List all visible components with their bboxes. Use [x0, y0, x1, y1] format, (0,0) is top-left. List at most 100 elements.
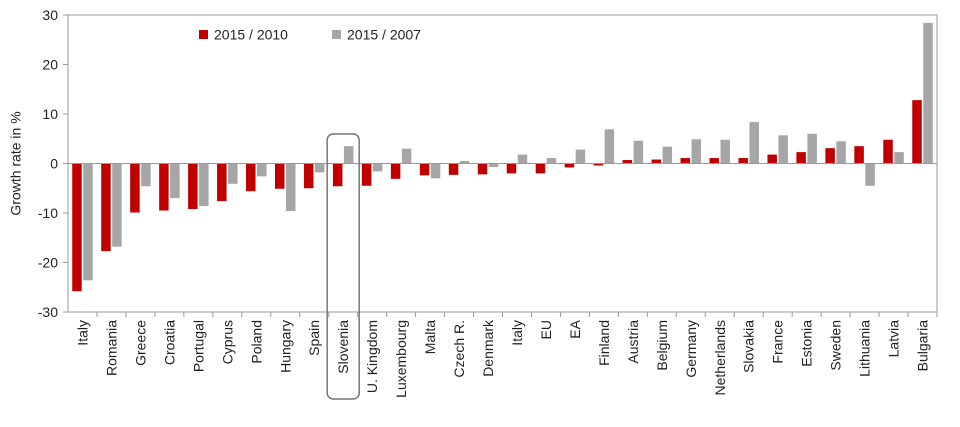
y-axis-title: Growth rate in % [8, 111, 24, 215]
y-tick-label: -30 [38, 304, 58, 320]
bar-series2 [836, 141, 846, 164]
x-category-label: Bulgaria [915, 320, 931, 372]
bar-series2 [720, 139, 730, 164]
bar-series2 [546, 158, 557, 164]
bar-series1 [159, 163, 169, 211]
x-category-label: Poland [248, 320, 264, 364]
bar-series2 [894, 152, 904, 164]
x-category-label: Estonia [799, 320, 815, 367]
bars-group [72, 22, 933, 292]
x-category-label: Spain [306, 320, 322, 356]
x-category-label: Germany [683, 320, 699, 378]
x-category-label: Sweden [828, 320, 844, 371]
x-category-label: Greece [132, 320, 148, 366]
x-category-label: Slovakia [741, 320, 757, 373]
y-tick-label: -10 [38, 205, 58, 221]
x-category-label: Italy [509, 320, 525, 346]
bar-series1 [361, 163, 372, 186]
x-category-label: Lithuania [857, 320, 873, 377]
y-tick-label: 10 [42, 106, 58, 122]
bar-series1 [130, 163, 140, 213]
bar-series2 [517, 154, 528, 164]
bar-series2 [314, 163, 325, 173]
x-axis-labels: Italy Romania Greece Croatia Portugal Cyprus P… [74, 312, 938, 398]
bar-series2 [401, 148, 412, 164]
bar-series1 [651, 159, 662, 164]
x-category-label: Luxembourg [393, 320, 409, 398]
bar-series1 [564, 163, 575, 168]
legend-label: 2015 / 2010 [214, 27, 288, 43]
bar-series2 [807, 133, 817, 164]
bar-series2 [749, 121, 759, 164]
bar-series2 [257, 163, 267, 177]
bar-series2 [459, 161, 470, 164]
bar-series1 [912, 100, 922, 164]
x-category-label: Italy [74, 320, 90, 346]
bar-series2 [691, 139, 702, 164]
bar-series1 [477, 163, 488, 175]
bar-series2 [633, 140, 644, 164]
bar-series2 [604, 129, 615, 164]
y-tick-label: -20 [38, 255, 58, 271]
bar-series1 [680, 158, 691, 164]
bar-series1 [506, 163, 517, 174]
bar-series2 [83, 163, 93, 281]
x-category-label: EU [538, 320, 554, 339]
bar-series1 [275, 163, 285, 189]
bar-series1 [332, 163, 343, 187]
x-category-label: Latvia [886, 320, 902, 358]
x-category-label: Belgium [654, 320, 670, 371]
x-category-label: Netherlands [712, 320, 728, 396]
bar-series2 [778, 135, 788, 164]
x-category-label: Austria [625, 320, 641, 364]
bar-series2 [430, 163, 441, 179]
bar-series1 [390, 163, 401, 179]
x-category-label: U. Kingdom [364, 320, 380, 393]
bar-series1 [246, 163, 256, 192]
bar-series1 [767, 154, 777, 164]
x-category-label: Romania [103, 320, 119, 376]
bar-series1 [622, 160, 633, 164]
slovenia-highlight-box [326, 133, 360, 400]
bar-series1 [883, 139, 893, 164]
legend: 2015 / 2010 2015 / 2007 [199, 27, 421, 43]
x-category-label: Malta [422, 320, 438, 354]
x-category-label: EA [567, 319, 583, 338]
bar-series1 [101, 163, 111, 252]
bar-series2 [141, 163, 151, 187]
bar-series2 [286, 163, 296, 212]
bar-series2 [575, 149, 586, 164]
bar-series1 [738, 158, 748, 164]
y-tick-label: 20 [42, 57, 58, 73]
x-category-label: Portugal [190, 320, 206, 372]
bar-series2 [865, 163, 875, 186]
bar-series1 [72, 163, 82, 292]
legend-swatch [199, 30, 208, 39]
y-tick-label: 30 [42, 7, 58, 23]
bar-series2 [343, 146, 354, 164]
bar-series2 [372, 163, 383, 172]
bar-series1 [709, 158, 719, 164]
bar-series2 [170, 163, 180, 199]
y-axis-ticks: -30 -20 -10 0 10 20 30 [38, 7, 68, 320]
x-category-label: Cyprus [219, 320, 235, 364]
bar-series2 [662, 146, 673, 164]
bar-series1 [448, 163, 459, 175]
bar-series1 [535, 163, 546, 174]
bar-series2 [112, 163, 122, 247]
x-category-label: Hungary [277, 320, 293, 373]
x-category-label: Croatia [161, 320, 177, 365]
bar-series1 [854, 146, 864, 164]
bar-series1 [419, 163, 430, 176]
bar-series1 [593, 163, 604, 166]
bar-series1 [303, 163, 314, 189]
legend-swatch [332, 30, 341, 39]
x-category-label: Denmark [480, 319, 496, 377]
bar-series2 [228, 163, 238, 184]
bar-series2 [199, 163, 209, 207]
y-tick-label: 0 [50, 156, 58, 172]
x-category-label: Czech R. [451, 320, 467, 378]
bar-series2 [488, 163, 499, 167]
x-category-label: Slovenia [335, 320, 351, 374]
